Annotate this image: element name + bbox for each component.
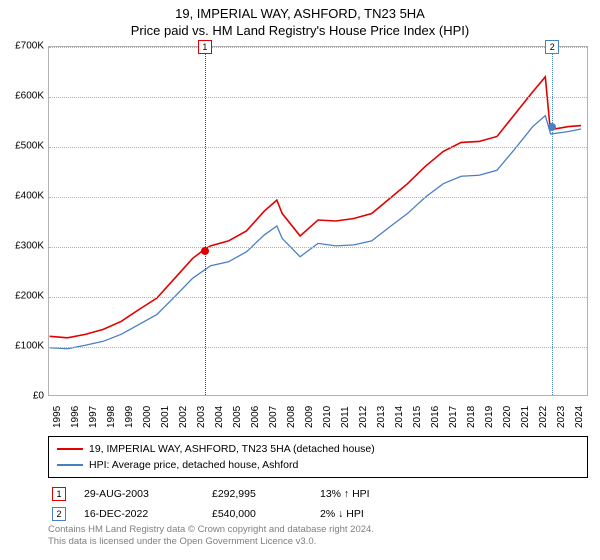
x-tick-label: 2003 bbox=[196, 406, 207, 428]
y-tick-label: £500K bbox=[4, 141, 44, 152]
sale-hpi-delta: 13% ↑ HPI bbox=[320, 488, 420, 500]
sale-hpi-delta: 2% ↓ HPI bbox=[320, 508, 420, 520]
sales-table: 1 29-AUG-2003 £292,995 13% ↑ HPI 2 16-DE… bbox=[48, 480, 588, 528]
series-line bbox=[50, 77, 582, 338]
x-tick-label: 2009 bbox=[304, 406, 315, 428]
x-tick-label: 2004 bbox=[214, 406, 225, 428]
x-tick-label: 1995 bbox=[52, 406, 63, 428]
x-tick-label: 2008 bbox=[286, 406, 297, 428]
x-tick-label: 2022 bbox=[538, 406, 549, 428]
sale-vline bbox=[205, 47, 206, 395]
gridline bbox=[49, 347, 587, 348]
legend-label: HPI: Average price, detached house, Ashf… bbox=[89, 459, 298, 471]
sale-vline bbox=[552, 47, 553, 395]
x-tick-label: 2005 bbox=[232, 406, 243, 428]
x-tick-label: 2006 bbox=[250, 406, 261, 428]
x-tick-label: 2015 bbox=[412, 406, 423, 428]
gridline bbox=[49, 197, 587, 198]
y-tick-label: £0 bbox=[4, 391, 44, 402]
attribution: Contains HM Land Registry data © Crown c… bbox=[48, 524, 588, 549]
gridline bbox=[49, 47, 587, 48]
x-tick-label: 2019 bbox=[484, 406, 495, 428]
y-tick-label: £600K bbox=[4, 91, 44, 102]
sale-date: 29-AUG-2003 bbox=[84, 488, 194, 500]
sale-row: 2 16-DEC-2022 £540,000 2% ↓ HPI bbox=[48, 504, 588, 524]
x-tick-label: 2007 bbox=[268, 406, 279, 428]
x-tick-label: 2021 bbox=[520, 406, 531, 428]
sale-price: £292,995 bbox=[212, 488, 302, 500]
sale-marker-box: 1 bbox=[198, 40, 212, 54]
x-tick-label: 2014 bbox=[394, 406, 405, 428]
x-tick-label: 2002 bbox=[178, 406, 189, 428]
x-tick-label: 2020 bbox=[502, 406, 513, 428]
legend-item: 19, IMPERIAL WAY, ASHFORD, TN23 5HA (det… bbox=[57, 441, 579, 457]
legend: 19, IMPERIAL WAY, ASHFORD, TN23 5HA (det… bbox=[48, 436, 588, 478]
line-series-layer bbox=[49, 47, 587, 395]
x-tick-label: 2016 bbox=[430, 406, 441, 428]
plot-area: 12 bbox=[48, 46, 588, 396]
x-tick-label: 1996 bbox=[70, 406, 81, 428]
sale-row: 1 29-AUG-2003 £292,995 13% ↑ HPI bbox=[48, 484, 588, 504]
legend-label: 19, IMPERIAL WAY, ASHFORD, TN23 5HA (det… bbox=[89, 443, 375, 455]
x-tick-label: 2010 bbox=[322, 406, 333, 428]
chart-subtitle: Price paid vs. HM Land Registry's House … bbox=[0, 23, 600, 38]
x-tick-label: 1999 bbox=[124, 406, 135, 428]
y-tick-label: £400K bbox=[4, 191, 44, 202]
x-tick-label: 2023 bbox=[556, 406, 567, 428]
legend-item: HPI: Average price, detached house, Ashf… bbox=[57, 457, 579, 473]
attribution-line: Contains HM Land Registry data © Crown c… bbox=[48, 524, 588, 536]
chart-container: 19, IMPERIAL WAY, ASHFORD, TN23 5HA Pric… bbox=[0, 0, 600, 560]
sale-dot bbox=[201, 247, 209, 255]
sale-marker-icon: 2 bbox=[52, 507, 66, 521]
y-tick-label: £700K bbox=[4, 41, 44, 52]
x-tick-label: 1997 bbox=[88, 406, 99, 428]
sale-date: 16-DEC-2022 bbox=[84, 508, 194, 520]
x-tick-label: 2017 bbox=[448, 406, 459, 428]
x-tick-label: 2013 bbox=[376, 406, 387, 428]
x-tick-label: 2001 bbox=[160, 406, 171, 428]
legend-swatch bbox=[57, 464, 83, 466]
x-tick-label: 2018 bbox=[466, 406, 477, 428]
gridline bbox=[49, 247, 587, 248]
x-tick-label: 2012 bbox=[358, 406, 369, 428]
y-tick-label: £200K bbox=[4, 291, 44, 302]
y-tick-label: £100K bbox=[4, 341, 44, 352]
y-tick-label: £300K bbox=[4, 241, 44, 252]
attribution-line: This data is licensed under the Open Gov… bbox=[48, 536, 588, 548]
sale-marker-icon: 1 bbox=[52, 487, 66, 501]
sale-price: £540,000 bbox=[212, 508, 302, 520]
sale-dot bbox=[548, 123, 556, 131]
series-line bbox=[50, 116, 582, 349]
gridline bbox=[49, 97, 587, 98]
x-tick-label: 2011 bbox=[340, 406, 351, 428]
x-tick-label: 1998 bbox=[106, 406, 117, 428]
title-block: 19, IMPERIAL WAY, ASHFORD, TN23 5HA Pric… bbox=[0, 0, 600, 38]
chart-title: 19, IMPERIAL WAY, ASHFORD, TN23 5HA bbox=[0, 6, 600, 21]
gridline bbox=[49, 297, 587, 298]
gridline bbox=[49, 147, 587, 148]
sale-marker-box: 2 bbox=[545, 40, 559, 54]
x-tick-label: 2024 bbox=[574, 406, 585, 428]
x-tick-label: 2000 bbox=[142, 406, 153, 428]
legend-swatch bbox=[57, 448, 83, 450]
